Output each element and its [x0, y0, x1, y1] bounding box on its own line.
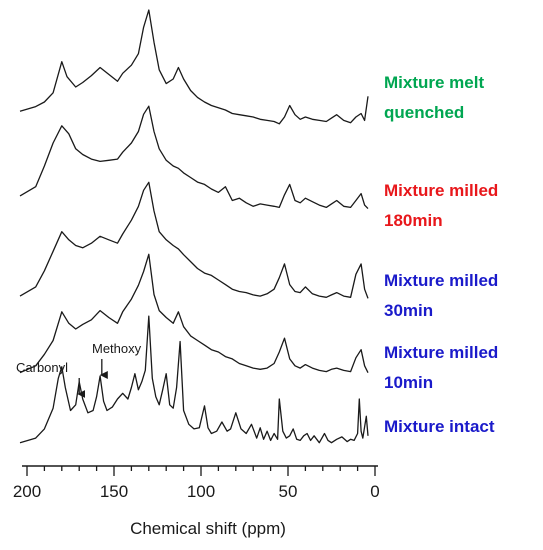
series-label-1: Mixture melt quenched: [384, 73, 484, 122]
x-axis: 200 150 100 50 0: [13, 465, 380, 501]
series-label-3: Mixture milled 30min: [384, 271, 498, 320]
series-label-4: Mixture milled 10min: [384, 343, 498, 392]
series-labels: Mixture melt quenched Mixture milled 180min…: [384, 73, 498, 436]
x-tick-label-200: 200: [13, 482, 41, 501]
annotation-carbonyl-label: Carbonyl: [16, 360, 68, 375]
series-label-5: Mixture intact: [384, 417, 495, 436]
spectrum-traces: [19, 9, 369, 444]
spectrum-trace-1: [19, 9, 369, 125]
x-tick-label-100: 100: [187, 482, 215, 501]
spectrum-trace-4: [19, 253, 369, 374]
spectrum-trace-5: [19, 315, 369, 444]
x-axis-title: Chemical shift (ppm): [130, 519, 286, 538]
x-tick-label-50: 50: [279, 482, 298, 501]
peak-annotations: Carbonyl Methoxy: [16, 341, 142, 398]
x-tick-label-0: 0: [370, 482, 379, 501]
x-tick-label-150: 150: [100, 482, 128, 501]
spectrum-trace-3: [19, 181, 369, 299]
annotation-methoxy-label: Methoxy: [92, 341, 142, 356]
spectrum-trace-2: [19, 105, 369, 210]
series-label-2: Mixture milled 180min: [384, 181, 498, 230]
